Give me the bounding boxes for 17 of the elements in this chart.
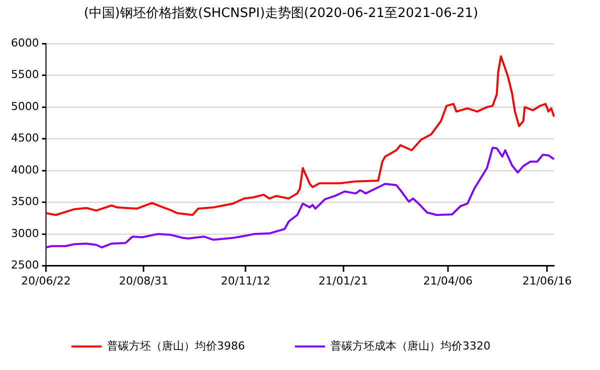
y-tick-label: 4500 — [10, 132, 39, 145]
x-tick-label: 21/04/06 — [423, 274, 473, 288]
x-tick-label: 21/06/16 — [522, 274, 572, 288]
y-tick-label: 4000 — [10, 163, 39, 176]
y-tick-label: 5500 — [10, 68, 39, 82]
y-tick-label: 3000 — [10, 226, 39, 240]
y-tick-label: 5000 — [10, 100, 39, 113]
x-tick-label: 20/06/22 — [21, 274, 71, 288]
legend-label: 普碳方坯成本（唐山）均价3320 — [330, 339, 490, 352]
x-tick-label: 20/08/31 — [118, 274, 168, 288]
x-tick-label: 21/01/21 — [318, 274, 368, 288]
y-tick-label: 2500 — [10, 258, 39, 272]
chart-title: (中国)钢坯价格指数(SHCNSPI)走势图(2020-06-21至2021-06-21) — [84, 6, 478, 22]
y-tick-label: 6000 — [10, 36, 39, 50]
y-tick-label: 3500 — [10, 195, 39, 208]
x-tick-label: 20/11/12 — [220, 274, 270, 288]
legend-label: 普碳方坯（唐山）均价3986 — [107, 339, 246, 352]
